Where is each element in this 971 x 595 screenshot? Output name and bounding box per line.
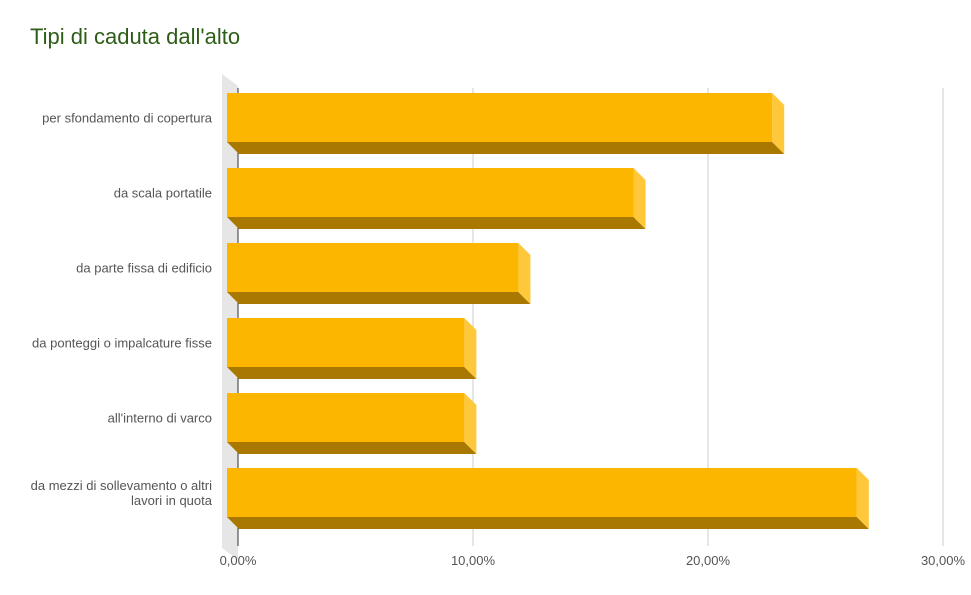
- bar-side: [464, 318, 477, 379]
- bar-bottom: [227, 367, 477, 379]
- bar: [227, 318, 465, 367]
- bar-side: [464, 393, 477, 454]
- y-tick-label: da mezzi di sollevamento o altri lavori …: [30, 477, 212, 508]
- bar: [227, 393, 465, 442]
- bar-side: [772, 93, 785, 154]
- bar-bottom: [227, 217, 646, 229]
- x-tick-label: 20,00%: [686, 553, 731, 568]
- chart-title: Tipi di caduta dall'alto: [30, 24, 241, 49]
- bar: [227, 93, 773, 142]
- bar-side: [856, 468, 869, 529]
- bar: [227, 243, 519, 292]
- bar-bottom: [227, 517, 869, 529]
- bar-side: [518, 243, 531, 304]
- y-tick-label: da parte fissa di edificio: [76, 260, 212, 275]
- bar-bottom: [227, 142, 785, 154]
- x-tick-label: 30,00%: [921, 553, 966, 568]
- x-tick-label: 10,00%: [451, 553, 496, 568]
- y-tick-label: all'interno di varco: [107, 410, 212, 425]
- x-tick-label: 0,00%: [220, 553, 257, 568]
- bar-bottom: [227, 292, 531, 304]
- bar: [227, 468, 857, 517]
- bar-bottom: [227, 442, 477, 454]
- bar-side: [633, 168, 646, 229]
- y-tick-label: da scala portatile: [113, 185, 212, 200]
- y-tick-label: per sfondamento di copertura: [42, 110, 212, 125]
- bar: [227, 168, 634, 217]
- y-tick-label: da ponteggi o impalcature fisse: [32, 335, 212, 350]
